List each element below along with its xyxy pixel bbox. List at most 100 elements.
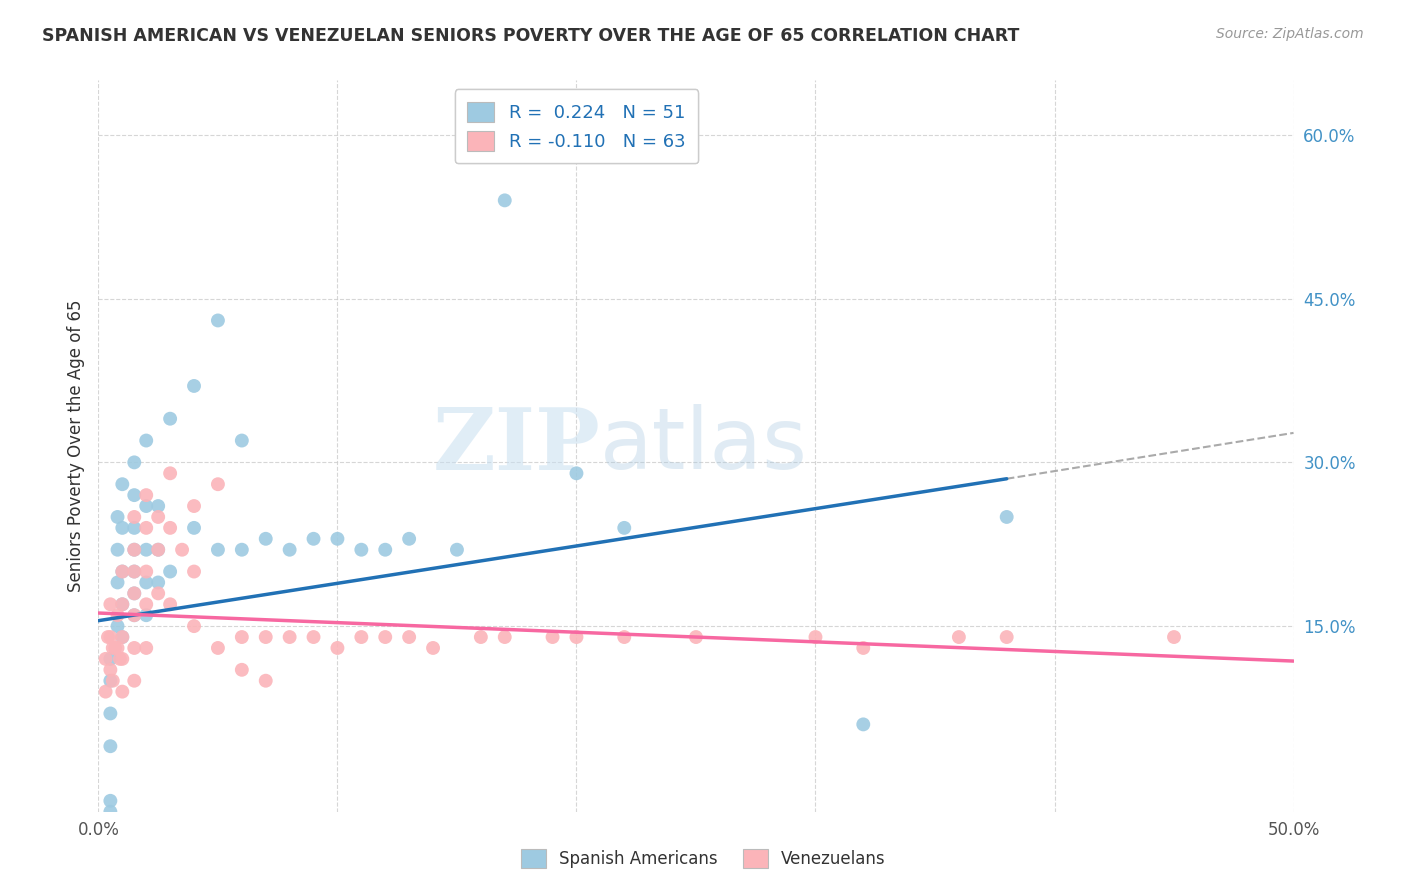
Point	[135, 575, 157, 590]
Point	[374, 542, 396, 557]
Point	[107, 575, 129, 590]
Point	[124, 455, 146, 469]
Point	[302, 630, 325, 644]
Point	[148, 510, 170, 524]
Point	[124, 488, 146, 502]
Point	[159, 565, 181, 579]
Point	[207, 640, 229, 655]
Point	[374, 630, 396, 644]
Point	[124, 521, 146, 535]
Point	[108, 652, 131, 666]
Text: Source: ZipAtlas.com: Source: ZipAtlas.com	[1216, 27, 1364, 41]
Point	[148, 542, 170, 557]
Text: atlas: atlas	[600, 404, 808, 488]
Point	[98, 630, 122, 644]
Point	[101, 640, 124, 655]
Point	[148, 586, 170, 600]
Point	[541, 630, 564, 644]
Point	[565, 467, 588, 481]
Point	[494, 630, 516, 644]
Point	[107, 608, 129, 623]
Point	[470, 630, 492, 644]
Point	[98, 652, 122, 666]
Point	[124, 565, 146, 579]
Point	[685, 630, 707, 644]
Point	[148, 499, 170, 513]
Point	[111, 521, 134, 535]
Point	[98, 673, 122, 688]
Point	[231, 434, 253, 448]
Point	[107, 542, 129, 557]
Point	[135, 499, 157, 513]
Point	[135, 434, 157, 448]
Point	[613, 630, 636, 644]
Point	[97, 630, 120, 644]
Point	[207, 313, 229, 327]
Point	[231, 663, 253, 677]
Point	[94, 684, 117, 698]
Point	[231, 630, 253, 644]
Point	[111, 477, 134, 491]
Point	[135, 542, 157, 557]
Point	[135, 640, 157, 655]
Point	[107, 640, 129, 655]
Point	[422, 640, 444, 655]
Point	[183, 521, 205, 535]
Point	[124, 673, 146, 688]
Point	[98, 597, 122, 611]
Point	[995, 630, 1018, 644]
Point	[183, 379, 205, 393]
Point	[111, 652, 134, 666]
Point	[350, 630, 373, 644]
Point	[124, 608, 146, 623]
Point	[159, 467, 181, 481]
Point	[995, 510, 1018, 524]
Point	[98, 663, 122, 677]
Point	[135, 597, 157, 611]
Point	[148, 575, 170, 590]
Point	[111, 684, 134, 698]
Point	[278, 630, 301, 644]
Legend: Spanish Americans, Venezuelans: Spanish Americans, Venezuelans	[513, 843, 893, 875]
Point	[398, 630, 420, 644]
Point	[183, 619, 205, 633]
Point	[111, 630, 134, 644]
Point	[124, 586, 146, 600]
Point	[135, 521, 157, 535]
Point	[111, 597, 134, 611]
Point	[94, 652, 117, 666]
Point	[852, 717, 875, 731]
Point	[254, 532, 277, 546]
Point	[804, 630, 827, 644]
Point	[172, 542, 194, 557]
Y-axis label: Seniors Poverty Over the Age of 65: Seniors Poverty Over the Age of 65	[66, 300, 84, 592]
Point	[207, 477, 229, 491]
Point	[278, 542, 301, 557]
Point	[494, 194, 516, 208]
Point	[135, 565, 157, 579]
Point	[98, 794, 122, 808]
Point	[446, 542, 468, 557]
Point	[124, 565, 146, 579]
Point	[111, 597, 134, 611]
Point	[231, 542, 253, 557]
Point	[302, 532, 325, 546]
Legend: R =  0.224   N = 51, R = -0.110   N = 63: R = 0.224 N = 51, R = -0.110 N = 63	[454, 89, 699, 163]
Point	[852, 640, 875, 655]
Text: SPANISH AMERICAN VS VENEZUELAN SENIORS POVERTY OVER THE AGE OF 65 CORRELATION CH: SPANISH AMERICAN VS VENEZUELAN SENIORS P…	[42, 27, 1019, 45]
Point	[124, 640, 146, 655]
Point	[98, 805, 122, 819]
Point	[948, 630, 970, 644]
Point	[398, 532, 420, 546]
Text: ZIP: ZIP	[433, 404, 600, 488]
Point	[107, 510, 129, 524]
Point	[148, 542, 170, 557]
Point	[98, 706, 122, 721]
Point	[183, 499, 205, 513]
Point	[326, 532, 349, 546]
Point	[98, 739, 122, 754]
Point	[254, 673, 277, 688]
Point	[135, 488, 157, 502]
Point	[124, 542, 146, 557]
Point	[159, 521, 181, 535]
